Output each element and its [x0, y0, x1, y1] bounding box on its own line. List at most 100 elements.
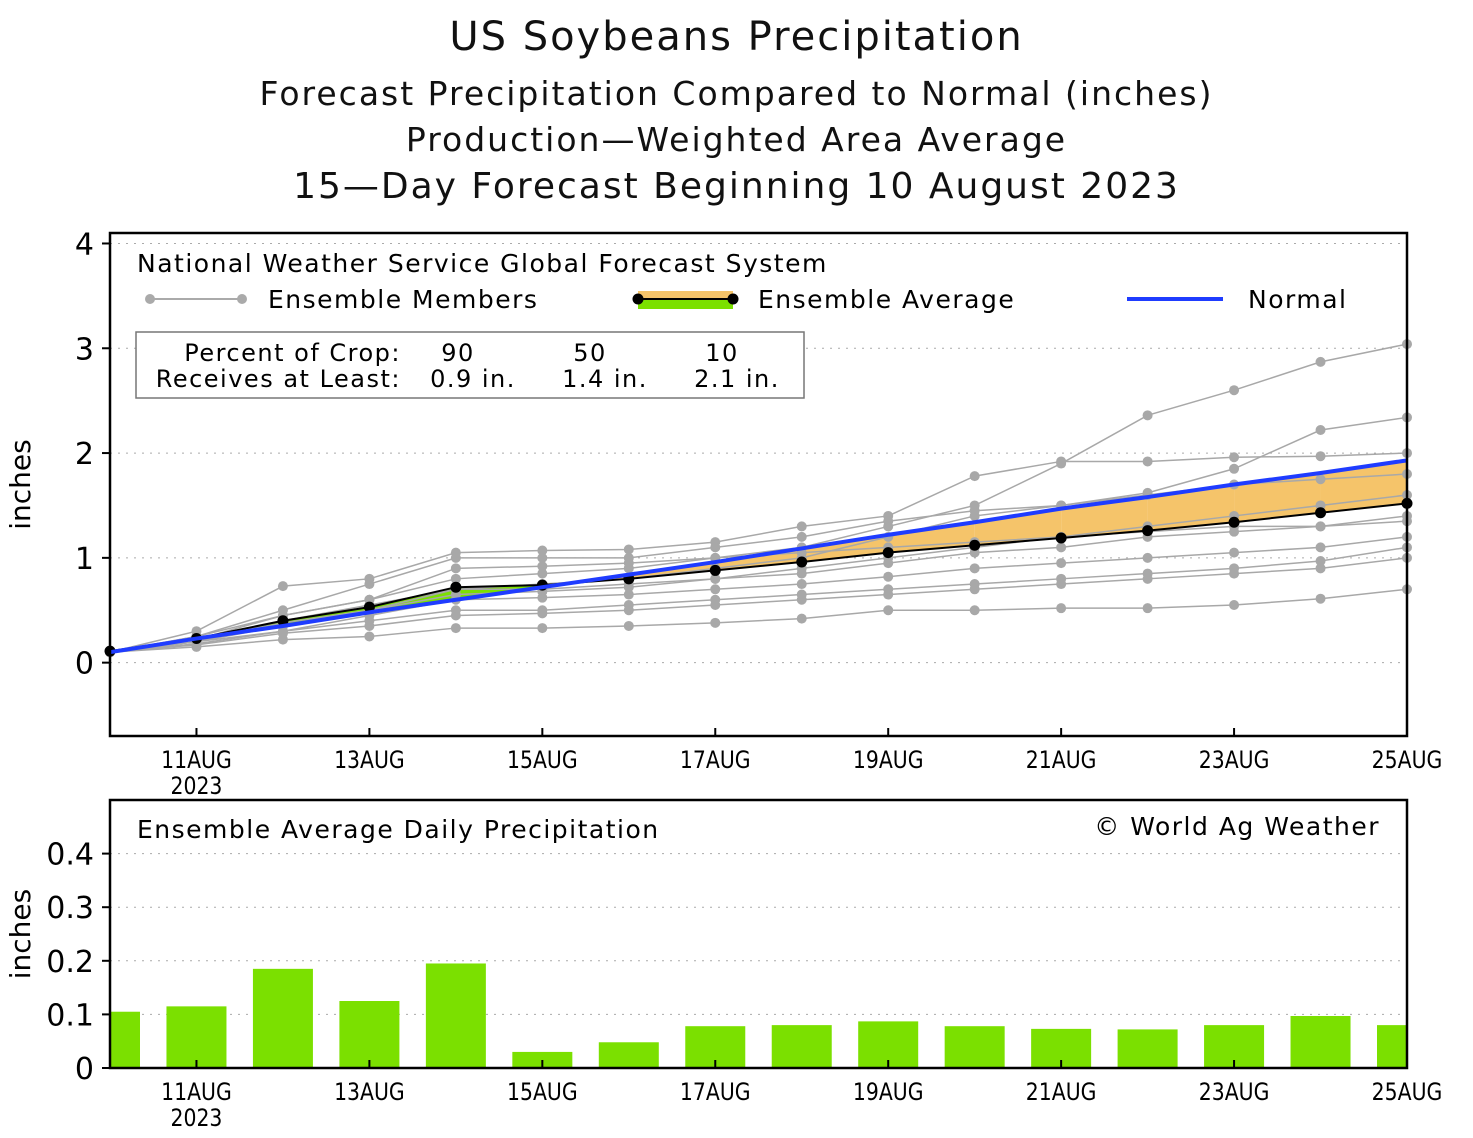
precip-bar — [771, 1025, 832, 1068]
legend-average-point — [727, 293, 739, 305]
y-tick-label: 0 — [75, 1052, 94, 1087]
ensemble-member-point — [364, 579, 375, 590]
ensemble-member-point — [1229, 452, 1240, 463]
ensemble-member-point — [537, 561, 548, 572]
ensemble-member-point — [1056, 603, 1067, 614]
ensemble-member-point — [710, 600, 721, 611]
plot-frame — [108, 798, 1409, 1070]
crop-percent: 90 — [441, 339, 475, 367]
ensemble-member-point — [796, 521, 807, 532]
difference-fill — [974, 508, 1062, 546]
panel-label: Ensemble Average Daily Precipitation — [137, 815, 660, 844]
x-tick-label: 13AUG — [334, 1078, 405, 1106]
y-tick-label: 0 — [75, 647, 94, 682]
chart-subtitle-3: 15—Day Forecast Beginning 10 August 2023 — [293, 166, 1180, 207]
ensemble-average-point — [450, 581, 462, 593]
ensemble-average-point — [796, 556, 808, 568]
precip-bar — [1377, 1025, 1407, 1068]
ensemble-member-point — [537, 623, 548, 634]
ensemble-member-point — [537, 568, 548, 579]
y-tick-label: 2 — [75, 437, 94, 472]
ensemble-member-point — [1315, 356, 1326, 367]
precip-bar — [252, 968, 313, 1068]
ensemble-member-point — [450, 552, 461, 563]
ensemble-member-point — [1056, 542, 1067, 553]
crop-amount: 0.9 in. — [430, 365, 516, 393]
ensemble-member-point — [1315, 542, 1326, 553]
ensemble-average-point — [882, 547, 894, 559]
ensemble-member-line — [109, 452, 1408, 653]
ensemble-member-line — [109, 494, 1408, 653]
x-tick-label: 17AUG — [680, 746, 751, 774]
x-tick-label: 25AUG — [1372, 1078, 1443, 1106]
chart-subtitle-1: Forecast Precipitation Compared to Norma… — [259, 74, 1214, 113]
legend-average-swatch-above — [638, 300, 733, 309]
ensemble-member-point — [969, 505, 980, 516]
ensemble-member-point — [1315, 474, 1326, 485]
crop-percent-box — [135, 331, 805, 399]
precip-bar — [944, 1026, 1005, 1068]
crop-row2-label: Receives at Least: — [156, 365, 401, 393]
x-tick-label: 13AUG — [334, 746, 405, 774]
x-tick-label: 23AUG — [1199, 746, 1270, 774]
ensemble-average-point — [277, 615, 289, 627]
ensemble-member-point — [969, 563, 980, 574]
chart-title: US Soybeans Precipitation — [449, 14, 1024, 60]
ensemble-member-point — [1229, 385, 1240, 396]
legend-average-point — [632, 293, 644, 305]
y-axis-label: inches — [4, 889, 37, 979]
ensemble-member-point — [1229, 463, 1240, 474]
ensemble-member-point — [883, 516, 894, 527]
ensemble-member-point — [277, 628, 288, 639]
ensemble-member-point — [537, 552, 548, 563]
y-tick-label: 3 — [75, 332, 94, 367]
ensemble-member-point — [796, 613, 807, 624]
y-tick-label: 0.4 — [46, 838, 94, 873]
ensemble-member-point — [1229, 568, 1240, 579]
precip-bar — [110, 1011, 140, 1068]
x-tick-label: 15AUG — [507, 1078, 578, 1106]
ensemble-member-point — [796, 594, 807, 605]
top-panel: 0 1 2 3 4 inches National Weather Service Glob… — [4, 227, 1442, 800]
ensemble-member-line — [109, 546, 1408, 653]
ensemble-member-point — [537, 545, 548, 556]
x-tick-label: 23AUG — [1199, 1078, 1270, 1106]
ensemble-member-point — [450, 610, 461, 621]
crop-percent: 10 — [705, 339, 739, 367]
plot-frame — [108, 231, 1409, 738]
ensemble-member-line — [109, 520, 1408, 653]
ensemble-member-point — [883, 589, 894, 600]
ensemble-member-point — [1142, 603, 1153, 614]
ensemble-member-point — [1315, 563, 1326, 574]
ensemble-average-point — [1315, 507, 1327, 519]
x-tick-label: 11AUG — [161, 1078, 232, 1106]
x-tick-year: 2023 — [171, 772, 223, 800]
ensemble-member-point — [537, 608, 548, 619]
ensemble-member-line — [109, 588, 1408, 653]
difference-fill — [888, 522, 975, 553]
ensemble-member-point — [364, 631, 375, 642]
ensemble-member-point — [969, 584, 980, 595]
legend-average-label: Ensemble Average — [758, 285, 1015, 314]
ensemble-average-point — [1055, 532, 1067, 544]
panel-label: National Weather Service Global Forecast… — [137, 249, 828, 278]
ensemble-member-point — [450, 563, 461, 574]
ensemble-member-point — [623, 605, 634, 616]
ensemble-member-point — [1056, 558, 1067, 569]
ensemble-member-point — [1315, 593, 1326, 604]
ensemble-member-point — [623, 544, 634, 555]
crop-amount: 2.1 in. — [694, 365, 780, 393]
x-tick-year: 2023 — [171, 1104, 223, 1132]
credit-text: © World Ag Weather — [1094, 812, 1380, 841]
difference-fill — [1234, 472, 1321, 523]
precip-bar — [1290, 1016, 1351, 1068]
precip-bar — [598, 1042, 659, 1068]
precip-bar — [1117, 1029, 1178, 1068]
ensemble-member-point — [1315, 555, 1326, 566]
ensemble-member-point — [710, 542, 721, 553]
x-tick-label: 25AUG — [1372, 746, 1443, 774]
legend-average-swatch-below — [638, 291, 733, 300]
normal-line — [109, 458, 1408, 655]
ensemble-member-point — [1229, 547, 1240, 558]
